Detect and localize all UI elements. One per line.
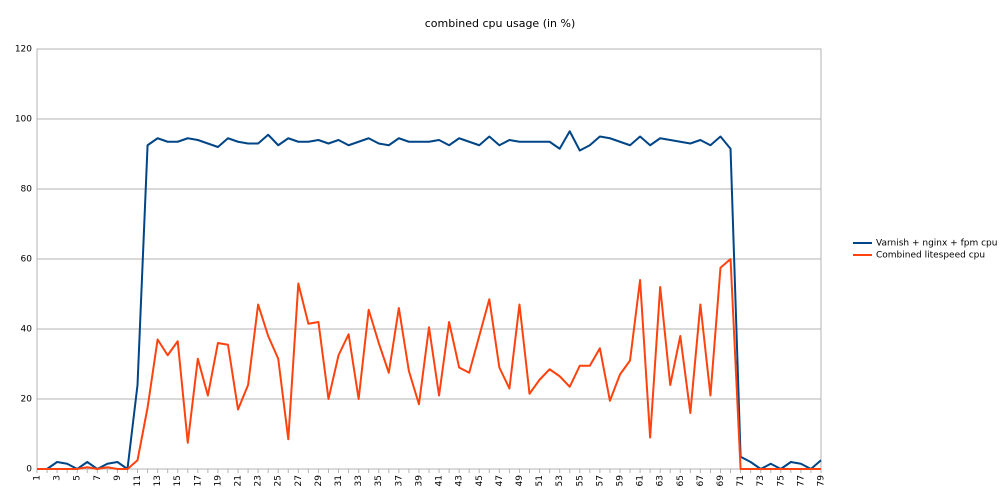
x-tick-label: 47 bbox=[495, 475, 505, 486]
y-tick-label: 60 bbox=[21, 255, 33, 265]
x-tick-label: 17 bbox=[193, 475, 203, 486]
x-tick-label: 13 bbox=[153, 475, 163, 486]
legend-label: Varnish + nginx + fpm cpu bbox=[876, 239, 997, 249]
x-tick-label: 35 bbox=[374, 475, 384, 486]
x-tick-label: 53 bbox=[555, 475, 565, 486]
y-tick-label: 80 bbox=[21, 185, 33, 195]
y-tick-label: 100 bbox=[15, 115, 32, 125]
x-tick-label: 9 bbox=[113, 475, 123, 481]
x-tick-label: 43 bbox=[455, 475, 465, 486]
x-tick-label: 21 bbox=[234, 475, 244, 486]
x-tick-label: 57 bbox=[595, 475, 605, 486]
x-tick-label: 61 bbox=[636, 475, 646, 486]
x-tick-label: 3 bbox=[53, 475, 63, 481]
x-tick-label: 65 bbox=[676, 475, 686, 486]
x-tick-label: 15 bbox=[173, 475, 183, 486]
x-tick-label: 51 bbox=[535, 475, 545, 486]
x-tick-label: 1 bbox=[33, 475, 43, 481]
y-tick-label: 0 bbox=[26, 465, 32, 475]
chart-title: combined cpu usage (in %) bbox=[425, 17, 576, 30]
x-tick-label: 77 bbox=[796, 475, 806, 486]
x-tick-label: 67 bbox=[696, 475, 706, 486]
y-tick-label: 120 bbox=[15, 45, 32, 55]
x-tick-label: 25 bbox=[274, 475, 284, 486]
x-tick-label: 29 bbox=[314, 475, 324, 487]
x-tick-label: 27 bbox=[294, 475, 304, 486]
x-tick-label: 49 bbox=[515, 475, 525, 487]
x-tick-label: 37 bbox=[394, 475, 404, 486]
x-tick-label: 11 bbox=[133, 475, 143, 486]
x-tick-label: 45 bbox=[475, 475, 485, 486]
series-line bbox=[37, 258, 821, 470]
series-line bbox=[37, 130, 822, 470]
x-tick-label: 33 bbox=[354, 475, 364, 486]
x-tick-label: 71 bbox=[736, 475, 746, 486]
x-tick-label: 19 bbox=[213, 475, 223, 487]
legend-label: Combined litespeed cpu bbox=[876, 251, 985, 261]
x-tick-label: 41 bbox=[435, 475, 445, 486]
x-tick-label: 69 bbox=[716, 475, 726, 487]
x-tick-label: 5 bbox=[73, 475, 83, 481]
x-tick-label: 23 bbox=[254, 475, 264, 486]
x-tick-label: 55 bbox=[575, 475, 585, 486]
x-tick-label: 39 bbox=[414, 475, 424, 487]
x-tick-label: 75 bbox=[776, 475, 786, 486]
x-tick-label: 79 bbox=[817, 475, 827, 487]
x-tick-label: 59 bbox=[615, 475, 625, 487]
x-tick-label: 7 bbox=[93, 475, 103, 481]
x-tick-label: 73 bbox=[756, 475, 766, 486]
x-tick-label: 63 bbox=[656, 475, 666, 486]
y-tick-label: 20 bbox=[21, 395, 33, 405]
x-tick-label: 31 bbox=[334, 475, 344, 486]
y-tick-label: 40 bbox=[21, 325, 33, 335]
